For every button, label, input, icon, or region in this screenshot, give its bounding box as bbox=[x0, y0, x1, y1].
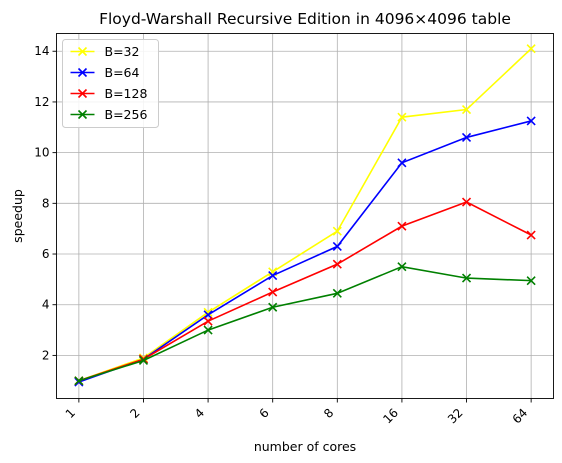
legend-box bbox=[62, 39, 159, 128]
series-line-b-128 bbox=[78, 201, 532, 382]
legend-label: B=128 bbox=[105, 86, 148, 101]
data-point-marker bbox=[332, 259, 342, 269]
legend: B=32 B=64 B=128 B=256 bbox=[62, 39, 159, 128]
x-tick-label: 8 bbox=[321, 406, 336, 421]
data-point-marker bbox=[526, 44, 536, 54]
legend-marker-icon bbox=[77, 88, 88, 99]
y-tick-label: 8 bbox=[42, 196, 50, 210]
data-point-marker bbox=[461, 273, 472, 283]
data-point-marker bbox=[203, 316, 213, 326]
data-point-marker bbox=[397, 221, 407, 231]
legend-item-b-128: B=128 bbox=[70, 86, 148, 101]
y-tick-label: 4 bbox=[42, 298, 50, 312]
series-line-b-64 bbox=[78, 120, 532, 383]
data-point-marker bbox=[461, 104, 472, 115]
data-point-marker bbox=[203, 307, 213, 317]
data-point-marker bbox=[332, 241, 342, 251]
chart-title: Floyd-Warshall Recursive Edition in 4096… bbox=[99, 10, 511, 28]
plot-frame bbox=[56, 33, 554, 399]
series-b-256 bbox=[74, 262, 536, 386]
series-line-b-256 bbox=[78, 265, 532, 382]
legend-marker-icon bbox=[77, 109, 88, 120]
y-axis: 2 4 6 8 10 12 14 bbox=[34, 44, 57, 362]
x-tick-label: 64 bbox=[510, 406, 531, 427]
x-tick-label: 1 bbox=[63, 406, 78, 421]
x-axis: 1 2 4 6 8 16 32 64 bbox=[63, 398, 532, 427]
data-point-marker bbox=[397, 262, 407, 272]
legend-label: B=64 bbox=[105, 65, 140, 80]
legend-item-b-64: B=64 bbox=[70, 65, 140, 80]
y-axis-label: speedup bbox=[10, 189, 25, 243]
y-tick-label: 12 bbox=[34, 95, 49, 109]
data-point-marker bbox=[526, 116, 536, 126]
grid-lines bbox=[56, 33, 554, 399]
data-point-marker bbox=[526, 230, 536, 240]
legend-item-b-256: B=256 bbox=[70, 107, 148, 122]
data-point-marker bbox=[268, 271, 278, 281]
data-point-marker bbox=[461, 197, 472, 207]
data-point-marker bbox=[461, 132, 472, 142]
data-point-marker bbox=[397, 158, 407, 168]
x-axis-label: number of cores bbox=[254, 439, 356, 454]
x-tick-label: 4 bbox=[192, 406, 207, 421]
data-point-marker bbox=[268, 302, 278, 312]
legend-marker-icon bbox=[77, 46, 88, 57]
series-line-b-32 bbox=[78, 48, 532, 382]
data-point-marker bbox=[74, 376, 84, 386]
legend-item-b-32: B=32 bbox=[70, 44, 140, 59]
x-tick-label: 6 bbox=[257, 406, 272, 421]
data-point-marker bbox=[397, 112, 407, 122]
x-tick-label: 2 bbox=[127, 406, 142, 421]
x-tick-label: 32 bbox=[445, 406, 466, 427]
legend-label: B=32 bbox=[105, 44, 140, 59]
y-tick-label: 2 bbox=[42, 348, 50, 362]
data-point-marker bbox=[203, 325, 213, 335]
y-tick-label: 10 bbox=[34, 146, 49, 160]
data-point-marker bbox=[332, 288, 342, 298]
data-point-marker bbox=[138, 355, 149, 366]
x-tick-label: 16 bbox=[380, 406, 401, 427]
legend-label: B=256 bbox=[105, 107, 148, 122]
y-tick-label: 14 bbox=[34, 44, 49, 58]
data-point-marker bbox=[268, 287, 278, 297]
data-point-marker bbox=[332, 226, 342, 236]
y-tick-label: 6 bbox=[42, 247, 50, 261]
series-layer bbox=[74, 44, 536, 387]
legend-marker-icon bbox=[77, 67, 88, 78]
data-point-marker bbox=[526, 276, 536, 286]
